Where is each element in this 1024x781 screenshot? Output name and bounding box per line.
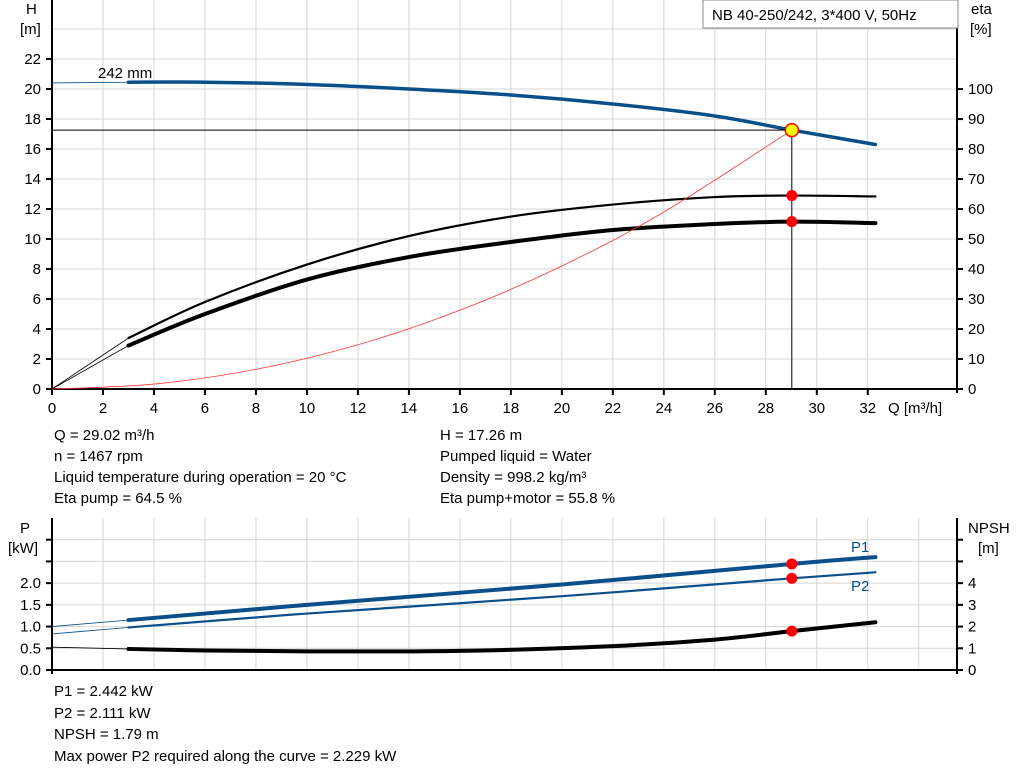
impeller-diameter-label: 242 mm xyxy=(98,65,152,82)
npsh-curve xyxy=(126,620,878,654)
left-tick-label: 14 xyxy=(24,171,41,188)
left-tick-label: 0 xyxy=(33,381,41,398)
eta-pump-extrapolation xyxy=(51,337,129,390)
system-curve-curve xyxy=(51,129,793,390)
x-tick-label: 18 xyxy=(503,400,520,417)
eta-pump-motor-curve xyxy=(126,219,878,348)
right-tick-label: 90 xyxy=(968,111,985,128)
right-tick-label: 60 xyxy=(968,201,985,218)
npsh-axis-label: NPSH xyxy=(968,520,1010,537)
h-axis-label: H xyxy=(26,1,37,18)
npsh-marker xyxy=(786,625,798,637)
p1-marker xyxy=(786,558,798,570)
right-tick-label: 10 xyxy=(968,351,985,368)
right-tick-label: 50 xyxy=(968,231,985,248)
p2-label: P2 xyxy=(851,578,869,595)
npsh-axis-unit: [m] xyxy=(978,540,999,557)
x-tick-label: 20 xyxy=(554,400,571,417)
x-tick-label: 12 xyxy=(350,400,367,417)
right-tick-label: 80 xyxy=(968,141,985,158)
right-tick-label: 4 xyxy=(968,575,976,592)
left-tick-label: 12 xyxy=(24,201,41,218)
chart-title: NB 40-250/242, 3*400 V, 50Hz xyxy=(712,7,917,24)
eta-axis-label: eta xyxy=(971,1,993,18)
info-head: H = 17.26 m xyxy=(440,427,522,444)
x-tick-label: 14 xyxy=(401,400,418,417)
info-flow: Q = 29.02 m³/h xyxy=(54,427,154,444)
right-tick-label: 0 xyxy=(968,381,976,398)
left-tick-label: 10 xyxy=(24,231,41,248)
left-tick-label: 16 xyxy=(24,141,41,158)
left-tick-label: 1.0 xyxy=(20,619,41,636)
p1-curve xyxy=(126,555,878,623)
x-tick-label: 0 xyxy=(48,400,56,417)
right-tick-label: 40 xyxy=(968,261,985,278)
right-tick-label: 70 xyxy=(968,171,985,188)
right-tick-label: 1 xyxy=(968,640,976,657)
p-axis-label: P xyxy=(20,520,30,537)
x-tick-label: 16 xyxy=(452,400,469,417)
x-tick-label: 8 xyxy=(252,400,260,417)
x-tick-label: 10 xyxy=(299,400,316,417)
left-tick-label: 4 xyxy=(33,321,41,338)
left-tick-label: 2.0 xyxy=(20,575,41,592)
p2-curve xyxy=(127,571,877,629)
left-tick-label: 8 xyxy=(33,261,41,278)
left-tick-label: 20 xyxy=(24,81,41,98)
x-tick-label: 26 xyxy=(706,400,723,417)
x-tick-label: 32 xyxy=(859,400,876,417)
info-p1: P1 = 2.442 kW xyxy=(54,683,154,700)
info-npsh: NPSH = 1.79 m xyxy=(54,726,159,743)
p-axis-unit: [kW] xyxy=(8,540,38,557)
info-density: Density = 998.2 kg/m³ xyxy=(440,469,586,486)
eta-pump-curve xyxy=(127,194,877,340)
p1-label: P1 xyxy=(851,539,869,556)
info-eta-pump-motor: Eta pump+motor = 55.8 % xyxy=(440,490,615,507)
info-liquid: Pumped liquid = Water xyxy=(440,448,592,465)
eta-pump-motor-extrapolation xyxy=(51,345,129,390)
right-tick-label: 3 xyxy=(968,597,976,614)
left-tick-label: 0.5 xyxy=(20,640,41,657)
info-max-power: Max power P2 required along the curve = … xyxy=(54,748,397,765)
x-tick-label: 30 xyxy=(808,400,825,417)
right-tick-label: 0 xyxy=(968,662,976,679)
left-tick-label: 6 xyxy=(33,291,41,308)
info-p2: P2 = 2.111 kW xyxy=(54,705,151,722)
head-curve xyxy=(126,80,878,147)
info-speed: n = 1467 rpm xyxy=(54,448,143,465)
right-tick-label: 20 xyxy=(968,321,985,338)
x-tick-label: 6 xyxy=(201,400,209,417)
head-extrapolation xyxy=(51,81,129,84)
title-box xyxy=(702,0,959,29)
q-axis-label: Q [m³/h] xyxy=(888,400,942,417)
performance-chart: 0246810121416182022010203040506070809010… xyxy=(24,0,993,417)
p2-marker xyxy=(786,572,798,584)
info-eta-pump: Eta pump = 64.5 % xyxy=(54,490,182,507)
x-tick-label: 28 xyxy=(757,400,774,417)
eta-pump-motor-marker xyxy=(786,216,798,228)
p1-extrapolation xyxy=(51,619,129,627)
x-tick-label: 24 xyxy=(655,400,672,417)
eta-axis-unit: [%] xyxy=(970,21,992,38)
left-tick-label: 2 xyxy=(33,351,41,368)
h-axis-unit: [m] xyxy=(20,21,41,38)
right-tick-label: 30 xyxy=(968,291,985,308)
right-tick-label: 2 xyxy=(968,619,976,636)
right-tick-label: 100 xyxy=(968,81,993,98)
p2-extrapolation xyxy=(51,627,129,635)
left-tick-label: 18 xyxy=(24,111,41,128)
power-npsh-chart: 0.0 0.5 1.0 1.5 2.0 0 1 2 3 4 xyxy=(20,518,976,679)
left-tick-label: 1.5 xyxy=(20,597,41,614)
info-temperature: Liquid temperature during operation = 20… xyxy=(54,469,347,486)
npsh-extrapolation xyxy=(51,646,129,650)
duty-point-marker xyxy=(784,122,800,138)
x-tick-label: 4 xyxy=(150,400,158,417)
left-tick-label: 0.0 xyxy=(20,662,41,679)
left-tick-label: 22 xyxy=(24,51,41,68)
x-tick-label: 22 xyxy=(605,400,622,417)
x-tick-label: 2 xyxy=(99,400,107,417)
eta-pump-marker xyxy=(786,190,798,202)
